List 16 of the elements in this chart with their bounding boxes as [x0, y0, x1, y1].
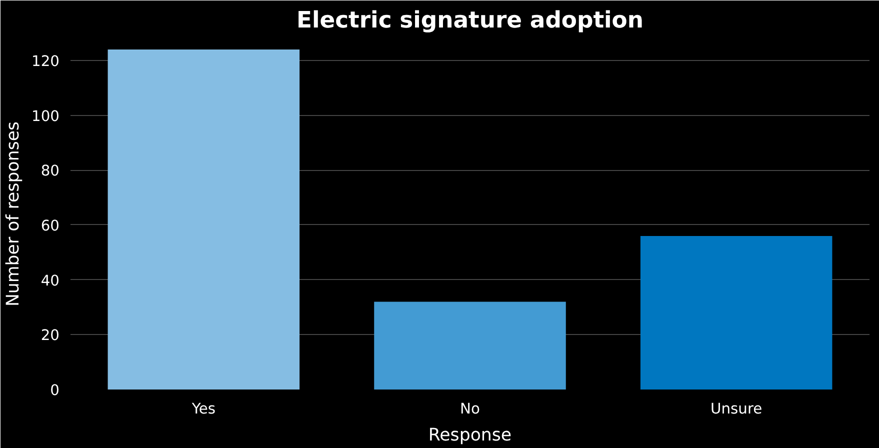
bar [108, 49, 300, 390]
y-tick-label: 20 [40, 327, 60, 344]
y-tick-label: 0 [50, 382, 60, 399]
y-tick-label: 60 [40, 217, 60, 234]
y-tick-label: 80 [40, 162, 60, 180]
y-tick-label: 120 [32, 52, 60, 70]
x-tick-label: No [460, 400, 480, 418]
y-tick-label: 40 [40, 272, 60, 290]
y-axis-title: Number of responses [4, 121, 24, 307]
chart-title: Electric signature adoption [296, 8, 644, 34]
bar [640, 236, 832, 390]
x-tick-label: Yes [190, 400, 216, 418]
bar [374, 302, 566, 390]
x-tick-label: Unsure [710, 400, 762, 418]
x-axis-title: Response [428, 426, 512, 446]
y-tick-label: 100 [32, 108, 60, 125]
